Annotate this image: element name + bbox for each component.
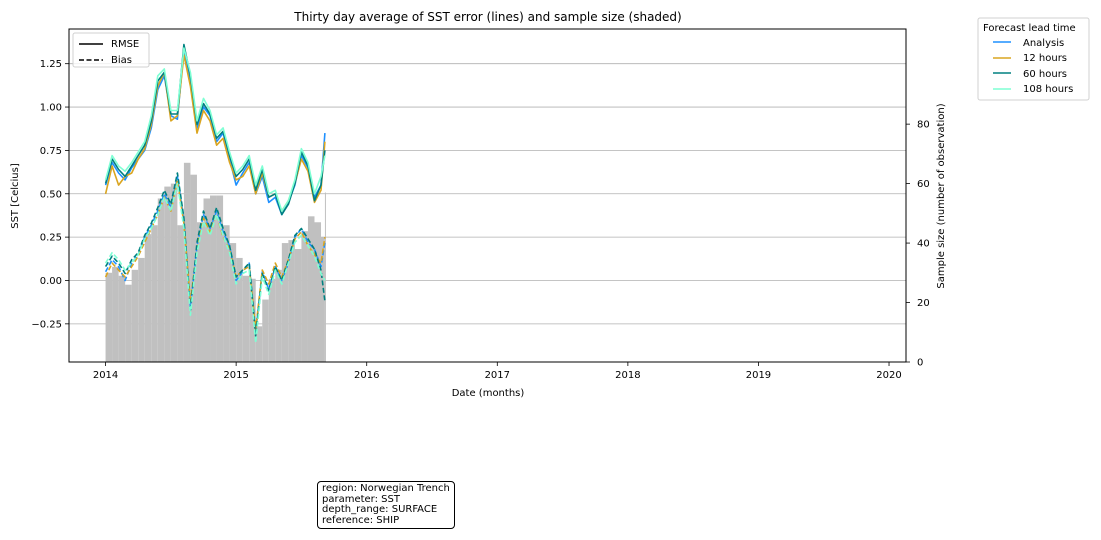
style-legend: RMSE Bias — [72, 32, 150, 68]
y-axis-left: −0.25 0.00 0.25 0.50 0.75 1.00 1.25 — [31, 59, 69, 330]
sample-size-bar-10 — [170, 183, 178, 362]
sample-size-bar-18 — [223, 225, 230, 362]
sample-size-bar-34 — [324, 192, 326, 362]
sample-size-bar-25 — [268, 278, 276, 362]
y2-tick-label-3: 60 — [917, 179, 930, 190]
series-legend: Forecast lead time Analysis 12 hours 60 … — [977, 17, 1090, 101]
sample-size-bar-17 — [216, 195, 224, 362]
y2-axis-label: Sample size (number of observation) — [936, 103, 947, 288]
sample-size-bar-8 — [157, 198, 165, 362]
sample-size-bar-23 — [255, 326, 263, 362]
sample-size-bar-3 — [125, 284, 132, 362]
sample-size-bar-4 — [131, 269, 139, 362]
sample-size-bar-31 — [307, 216, 315, 362]
bias-line-60-hours — [104, 172, 326, 337]
sample-size-bar-7 — [151, 225, 158, 362]
metadata-region: region: Norwegian Trench — [322, 483, 450, 494]
sample-size-bar-22 — [249, 278, 256, 362]
x-tick-label-3: 2017 — [485, 370, 510, 381]
legend-rmse-label: RMSE — [111, 39, 139, 50]
sample-size-bar-2 — [118, 275, 126, 362]
legend-label-108-hours: 108 hours — [1023, 84, 1073, 95]
x-tick-label-4: 2018 — [615, 370, 640, 381]
x-axis-label: Date (months) — [452, 388, 525, 399]
legend-label-60-hours: 60 hours — [1023, 69, 1067, 80]
sample-size-bar-16 — [210, 195, 217, 362]
sample-size-bar-30 — [301, 231, 308, 362]
rmse-line-108-hours — [104, 47, 326, 212]
x-tick-label-1: 2015 — [223, 370, 248, 381]
legend-bias-label: Bias — [111, 55, 132, 66]
x-tick-label-5: 2019 — [746, 370, 771, 381]
sample-size-bar-24 — [262, 299, 269, 362]
y2-tick-label-0: 0 — [917, 358, 923, 369]
y-axis-right: 0 20 40 60 80 — [906, 120, 930, 369]
sample-size-bar-33 — [321, 237, 325, 362]
sample-size-bar-20 — [236, 257, 243, 362]
sample-size-bar-27 — [281, 243, 289, 362]
sample-size-bar-32 — [314, 222, 322, 362]
y-axis-label: SST [Celcius] — [10, 163, 21, 229]
metadata-parameter: parameter: SST — [322, 493, 400, 505]
y2-tick-label-4: 80 — [917, 120, 930, 131]
x-axis: 2014 2015 2016 2017 2018 2019 2020 — [93, 362, 902, 381]
y-tick-label-0: −0.25 — [31, 319, 62, 330]
y-tick-label-5: 1.00 — [40, 103, 62, 114]
legend-label-12-hours: 12 hours — [1023, 53, 1067, 64]
sample-size-bar-29 — [294, 249, 302, 362]
x-tick-label-0: 2014 — [93, 370, 118, 381]
error-lines — [104, 43, 326, 344]
y-tick-label-4: 0.75 — [40, 146, 62, 157]
x-tick-label-6: 2020 — [876, 370, 901, 381]
sample-size-bar-15 — [203, 198, 211, 362]
y2-tick-label-1: 20 — [917, 298, 930, 309]
bias-line-analysis — [104, 175, 326, 334]
sample-size-bar-11 — [177, 225, 184, 362]
y-tick-label-1: 0.00 — [40, 276, 62, 287]
y-tick-label-2: 0.25 — [40, 233, 62, 244]
y-tick-label-6: 1.25 — [40, 59, 62, 70]
sample-size-bar-19 — [229, 243, 237, 362]
chart-title: Thirty day average of SST error (lines) … — [293, 10, 681, 24]
sample-size-bar-6 — [144, 234, 152, 362]
legend-label-analysis: Analysis — [1023, 38, 1064, 49]
sample-size-bar-5 — [138, 257, 145, 362]
metadata-depth-range: depth_range: SURFACE — [322, 504, 438, 515]
x-tick-label-2: 2016 — [354, 370, 379, 381]
bias-line-12-hours — [104, 179, 326, 330]
sample-size-bar-9 — [164, 186, 171, 362]
sample-size-bar-1 — [112, 266, 119, 362]
rmse-line-60-hours — [104, 43, 326, 216]
sample-size-bar-14 — [196, 222, 204, 362]
sample-size-bar-28 — [288, 240, 295, 362]
plot-frame — [68, 28, 907, 363]
sample-size-bar-0 — [105, 272, 113, 362]
sample-size-bar-13 — [190, 174, 197, 362]
series-legend-title: Forecast lead time — [983, 23, 1076, 34]
metadata-box: region: Norwegian Trench parameter: SST … — [317, 481, 455, 529]
bias-line-108-hours — [104, 182, 326, 344]
y-tick-label-3: 0.50 — [40, 189, 62, 200]
y2-tick-label-2: 40 — [917, 239, 930, 250]
sample-size-bar-21 — [242, 275, 250, 362]
metadata-reference: reference: SHIP — [322, 514, 400, 526]
sample-size-bar-26 — [275, 269, 282, 362]
